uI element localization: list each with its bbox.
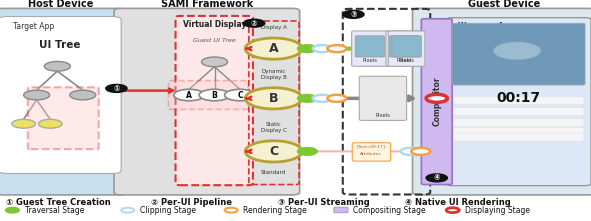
Text: ③: ③: [350, 10, 356, 19]
Text: Clipping Stage: Clipping Stage: [140, 206, 196, 215]
Text: C: C: [237, 91, 243, 99]
Text: ① Guest Tree Creation: ① Guest Tree Creation: [6, 198, 111, 207]
Text: Compositing Stage: Compositing Stage: [353, 206, 426, 215]
Circle shape: [411, 148, 430, 155]
FancyBboxPatch shape: [453, 97, 584, 105]
Text: Rendering Stage: Rendering Stage: [243, 206, 307, 215]
FancyBboxPatch shape: [355, 36, 385, 57]
FancyBboxPatch shape: [453, 133, 584, 141]
Circle shape: [298, 148, 317, 155]
Circle shape: [298, 95, 317, 102]
Circle shape: [401, 148, 420, 155]
Text: 00:17: 00:17: [496, 91, 541, 105]
Circle shape: [174, 89, 204, 101]
Text: Wrapper App: Wrapper App: [458, 22, 515, 31]
Text: Attributes: Attributes: [361, 152, 382, 156]
Circle shape: [245, 38, 302, 59]
Text: ②: ②: [251, 19, 257, 28]
Text: B: B: [212, 91, 217, 99]
Circle shape: [70, 90, 96, 100]
Circle shape: [493, 42, 541, 60]
FancyBboxPatch shape: [352, 143, 391, 161]
Circle shape: [313, 45, 332, 52]
Text: Display A: Display A: [261, 25, 287, 30]
Circle shape: [12, 119, 35, 128]
Circle shape: [121, 208, 134, 213]
Circle shape: [225, 208, 238, 213]
Circle shape: [243, 19, 265, 27]
Text: A: A: [269, 42, 278, 55]
Text: Host Device: Host Device: [28, 0, 93, 9]
FancyBboxPatch shape: [453, 108, 584, 116]
Circle shape: [199, 89, 230, 101]
FancyBboxPatch shape: [0, 8, 125, 195]
Text: Pixels: Pixels: [399, 58, 414, 63]
Circle shape: [44, 61, 70, 71]
FancyBboxPatch shape: [421, 19, 452, 185]
FancyBboxPatch shape: [453, 128, 584, 135]
FancyBboxPatch shape: [334, 207, 348, 213]
Text: ② Per-UI Pipeline: ② Per-UI Pipeline: [151, 198, 232, 207]
FancyBboxPatch shape: [388, 31, 425, 66]
Text: Pixels: Pixels: [362, 58, 378, 63]
Circle shape: [298, 45, 317, 52]
Text: A: A: [186, 91, 192, 99]
Text: C: C: [269, 145, 278, 158]
FancyBboxPatch shape: [453, 119, 584, 127]
Circle shape: [426, 94, 447, 102]
Text: Virtual Display: Virtual Display: [183, 20, 246, 29]
FancyBboxPatch shape: [114, 8, 300, 195]
Circle shape: [245, 141, 302, 162]
Circle shape: [327, 45, 346, 52]
Circle shape: [202, 57, 228, 67]
Text: Displaying Stage: Displaying Stage: [465, 206, 530, 215]
FancyBboxPatch shape: [168, 81, 248, 109]
FancyBboxPatch shape: [176, 16, 253, 185]
Text: Standard: Standard: [261, 170, 286, 175]
FancyBboxPatch shape: [28, 87, 99, 149]
FancyBboxPatch shape: [389, 36, 419, 57]
Circle shape: [225, 89, 255, 101]
Circle shape: [6, 208, 19, 213]
Text: Compositor: Compositor: [432, 77, 441, 126]
Text: Target App: Target App: [13, 22, 54, 31]
Text: Guest Device: Guest Device: [467, 0, 540, 9]
Circle shape: [426, 174, 447, 182]
Text: Static
Display C: Static Display C: [261, 122, 287, 133]
Text: SAMI Framework: SAMI Framework: [161, 0, 253, 9]
Text: ①: ①: [113, 84, 119, 93]
Circle shape: [106, 84, 127, 92]
Circle shape: [446, 208, 459, 213]
Text: Pixels: Pixels: [397, 58, 412, 63]
FancyBboxPatch shape: [413, 8, 591, 195]
FancyBboxPatch shape: [359, 76, 407, 120]
Text: ④ Native UI Rendering: ④ Native UI Rendering: [405, 198, 511, 207]
FancyBboxPatch shape: [352, 31, 388, 66]
Text: UI Tree: UI Tree: [39, 40, 80, 50]
Circle shape: [24, 90, 50, 100]
Circle shape: [327, 95, 346, 102]
Circle shape: [38, 119, 62, 128]
Text: ④: ④: [434, 173, 440, 182]
Text: {Text=00:17}: {Text=00:17}: [356, 144, 387, 148]
Text: Traversal Stage: Traversal Stage: [25, 206, 84, 215]
Circle shape: [245, 88, 302, 109]
Circle shape: [343, 10, 364, 18]
FancyBboxPatch shape: [446, 18, 591, 186]
FancyBboxPatch shape: [392, 36, 421, 57]
Circle shape: [313, 95, 332, 102]
FancyBboxPatch shape: [386, 31, 423, 66]
Text: B: B: [269, 92, 278, 105]
FancyBboxPatch shape: [452, 23, 585, 85]
Text: ③ Per-UI Streaming: ③ Per-UI Streaming: [278, 198, 369, 207]
FancyBboxPatch shape: [0, 17, 121, 173]
Text: Pixels: Pixels: [375, 113, 391, 118]
Text: Dynamic
Display B: Dynamic Display B: [261, 69, 287, 80]
Text: Guest UI Tree: Guest UI Tree: [193, 38, 236, 43]
